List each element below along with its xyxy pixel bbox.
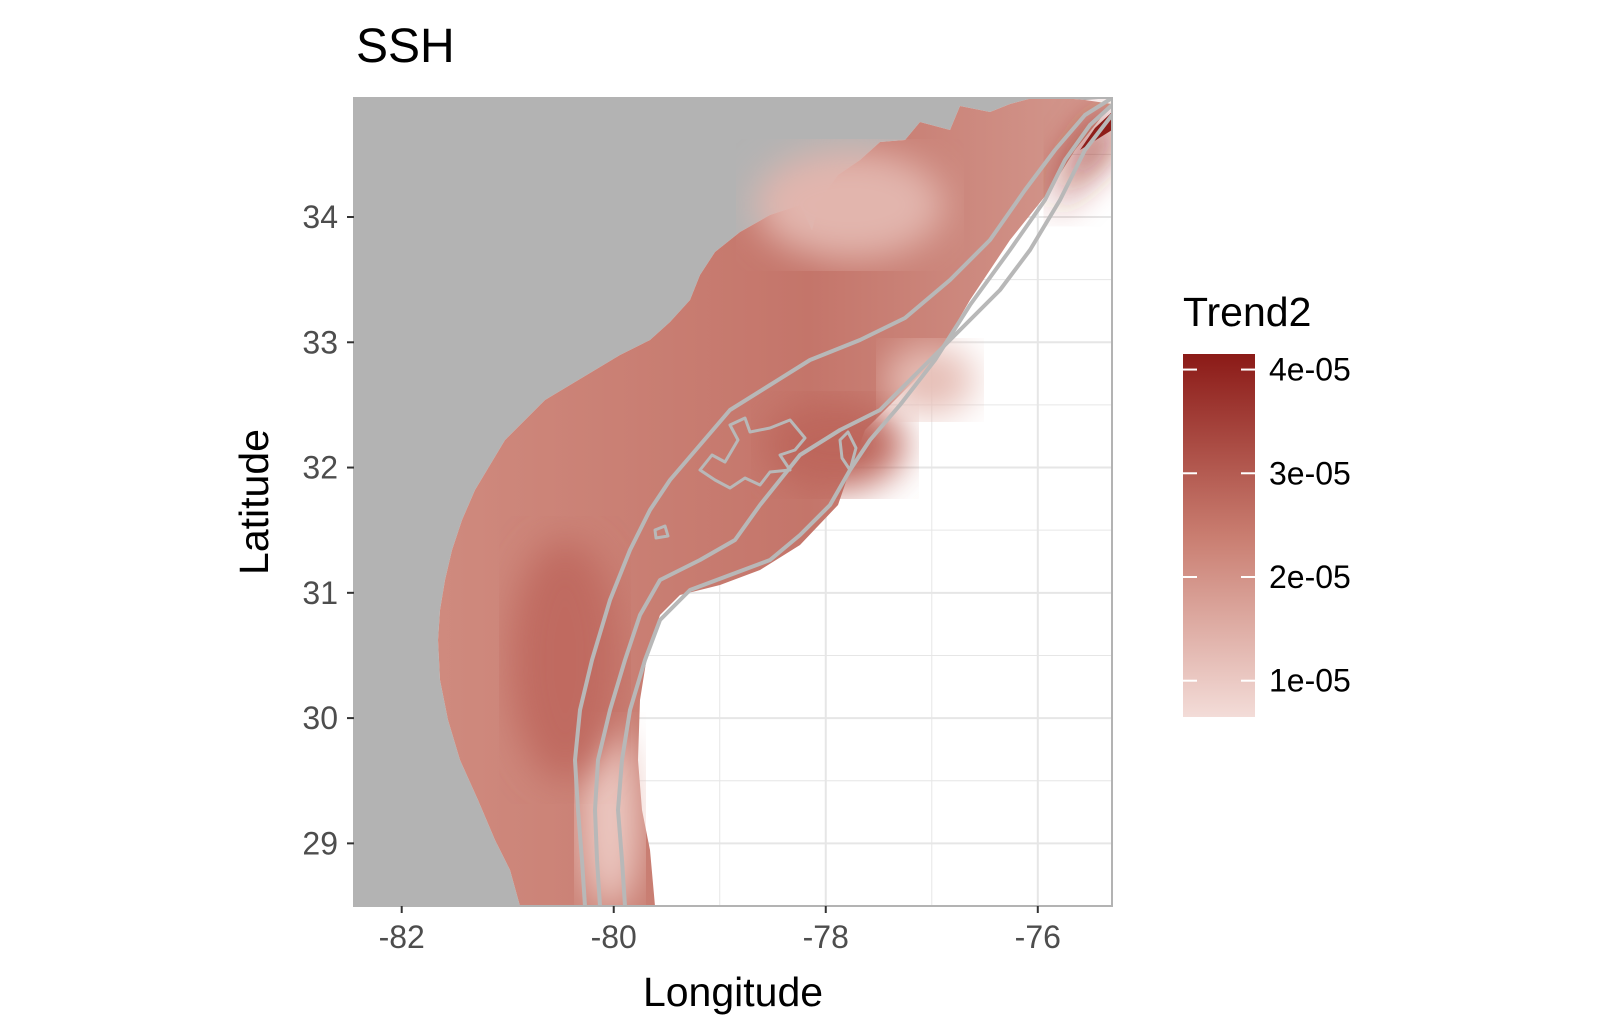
contour-inner [573,98,1112,906]
y-tick-label: 33 [302,324,338,360]
map-panel [353,97,1113,907]
legend: Trend2 1e-05 2e-05 3e-05 4e-05 [1183,289,1351,717]
y-axis-title: Latitude [231,429,277,575]
contour-outer [616,103,1112,906]
x-tick-label: -80 [591,919,637,955]
x-axis-title: Longitude [643,969,823,1015]
legend-label: 1e-05 [1269,663,1351,699]
legend-colorbar [1183,354,1255,717]
chart-title: SSH [356,20,455,73]
y-tick-label: 32 [302,450,338,486]
x-tick-label: -76 [1015,919,1061,955]
y-axis: 29 30 31 32 33 34 [302,199,354,861]
legend-label: 2e-05 [1269,559,1351,595]
x-tick-label: -82 [379,919,425,955]
legend-title: Trend2 [1183,289,1311,335]
y-tick-label: 29 [302,825,338,861]
y-tick-label: 34 [302,199,338,235]
x-tick-label: -78 [803,919,849,955]
y-tick-label: 31 [302,575,338,611]
legend-ticks: 1e-05 2e-05 3e-05 4e-05 [1183,352,1351,699]
contour-middle [593,113,1112,906]
bathymetry-contours [573,98,1112,906]
legend-label: 3e-05 [1269,455,1351,491]
trend-field [438,98,1112,906]
x-axis: -82 -80 -78 -76 [379,906,1061,955]
land-mass [354,98,1112,906]
y-tick-label: 30 [302,700,338,736]
contour-patches [653,416,858,540]
legend-label: 4e-05 [1269,352,1351,388]
